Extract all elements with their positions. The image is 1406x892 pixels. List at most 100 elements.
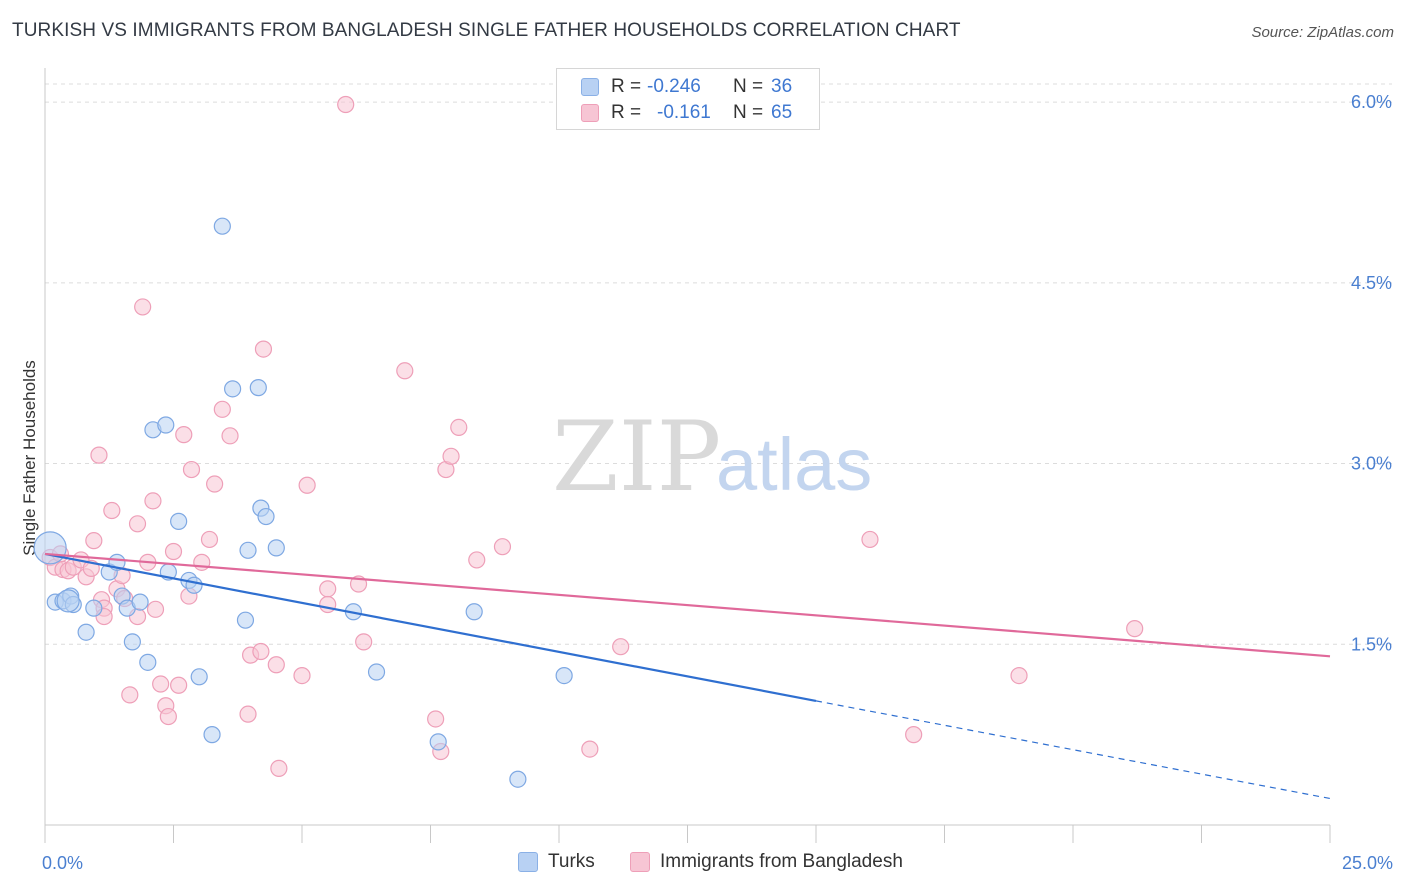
gridlines (45, 83, 1392, 645)
data-point (450, 418, 468, 437)
legend-label-bangladesh: Immigrants from Bangladesh (660, 851, 903, 872)
data-point (85, 599, 103, 617)
legend-row-turks: R = -0.246 N = 36 (581, 75, 792, 99)
data-point (134, 298, 152, 316)
data-point (103, 501, 121, 520)
data-point (396, 362, 414, 380)
y-tick-label: 1.5% (1351, 634, 1392, 654)
turks-n-value: 36 (771, 76, 793, 97)
y-tick-label: 6.0% (1351, 92, 1392, 112)
r-label: R = (611, 102, 642, 123)
turks-r-value: -0.246 (647, 76, 701, 97)
data-point (293, 666, 311, 685)
data-point (1126, 620, 1144, 638)
data-point (170, 512, 188, 530)
data-point (221, 427, 239, 445)
data-point (465, 603, 483, 621)
chart-title: TURKISH VS IMMIGRANTS FROM BANGLADESH SI… (12, 20, 961, 41)
data-point (164, 542, 183, 561)
axis-ticks: 1.5% 3.0% 4.5% 6.0% 0.0% 25.0% (42, 92, 1393, 873)
series-bangladesh-points (41, 95, 1144, 777)
n-label: N = (733, 76, 764, 97)
data-point (213, 217, 231, 235)
data-point (236, 611, 255, 629)
bangladesh-swatch (630, 852, 650, 872)
data-point (85, 532, 103, 550)
data-point (139, 653, 157, 671)
data-point (200, 530, 219, 549)
data-point (146, 600, 165, 618)
data-point (56, 589, 80, 613)
data-point (319, 595, 337, 614)
data-point (319, 580, 337, 598)
data-point (157, 416, 175, 434)
data-point (213, 400, 231, 418)
data-point (252, 642, 270, 661)
y-tick-label: 3.0% (1351, 454, 1392, 474)
data-point (509, 770, 527, 788)
data-point (254, 340, 273, 358)
data-point (123, 633, 141, 651)
correlation-legend: R = -0.246 N = 36 R = -0.161 N = 65 (556, 68, 820, 130)
watermark: ZIP atlas (552, 401, 872, 513)
r-label: R = (611, 76, 642, 97)
data-point (175, 426, 193, 444)
turks-trend-extension (815, 700, 1331, 800)
turks-trend-line (44, 552, 817, 702)
data-point (190, 668, 208, 686)
data-point (77, 623, 95, 641)
x-tick-label: 25.0% (1342, 853, 1393, 873)
data-point (442, 447, 460, 465)
x-tick-label: 0.0% (42, 853, 83, 873)
bangladesh-swatch (581, 104, 599, 122)
data-point (555, 666, 573, 685)
data-point (159, 707, 177, 726)
data-point (239, 705, 257, 723)
data-point (249, 379, 267, 397)
data-point (206, 475, 224, 493)
legend-item-bangladesh[interactable]: Immigrants from Bangladesh (630, 851, 903, 873)
turks-swatch (518, 852, 538, 872)
data-point (468, 551, 486, 569)
data-point (1010, 666, 1028, 685)
n-label: N = (733, 102, 764, 123)
series-turks-points (33, 217, 573, 788)
data-point (121, 686, 139, 704)
data-point (367, 663, 386, 681)
data-point (131, 593, 149, 611)
data-point (170, 676, 188, 694)
data-point (429, 733, 447, 751)
legend-row-bangladesh: R = -0.161 N = 65 (581, 101, 792, 125)
axes (44, 68, 1331, 843)
data-point (355, 633, 373, 651)
data-point (267, 539, 285, 557)
bangladesh-n-value: 65 (771, 102, 793, 123)
bangladesh-r-value: -0.161 (657, 102, 711, 123)
legend-item-turks[interactable]: Turks (518, 851, 595, 873)
y-tick-label: 4.5% (1351, 273, 1392, 293)
data-point (905, 726, 923, 744)
data-point (203, 726, 221, 744)
data-point (33, 531, 67, 565)
data-point (239, 541, 257, 559)
data-point (185, 576, 203, 594)
data-point (298, 476, 316, 494)
data-point (90, 446, 108, 464)
series-legend: Turks Immigrants from Bangladesh (0, 851, 1406, 879)
data-point (493, 538, 512, 556)
data-point (182, 460, 201, 479)
data-point (427, 710, 445, 728)
source-label: Source: ZipAtlas.com (1251, 24, 1394, 41)
bangladesh-trend-line (44, 552, 1331, 658)
data-point (861, 530, 879, 549)
trend-lines (44, 552, 1331, 800)
data-point (337, 95, 355, 114)
data-point (270, 759, 288, 777)
data-point (144, 492, 162, 510)
data-point (612, 638, 630, 656)
data-point (224, 380, 242, 398)
data-point (267, 656, 285, 674)
turks-swatch (581, 78, 599, 96)
watermark-atlas: atlas (716, 423, 872, 506)
